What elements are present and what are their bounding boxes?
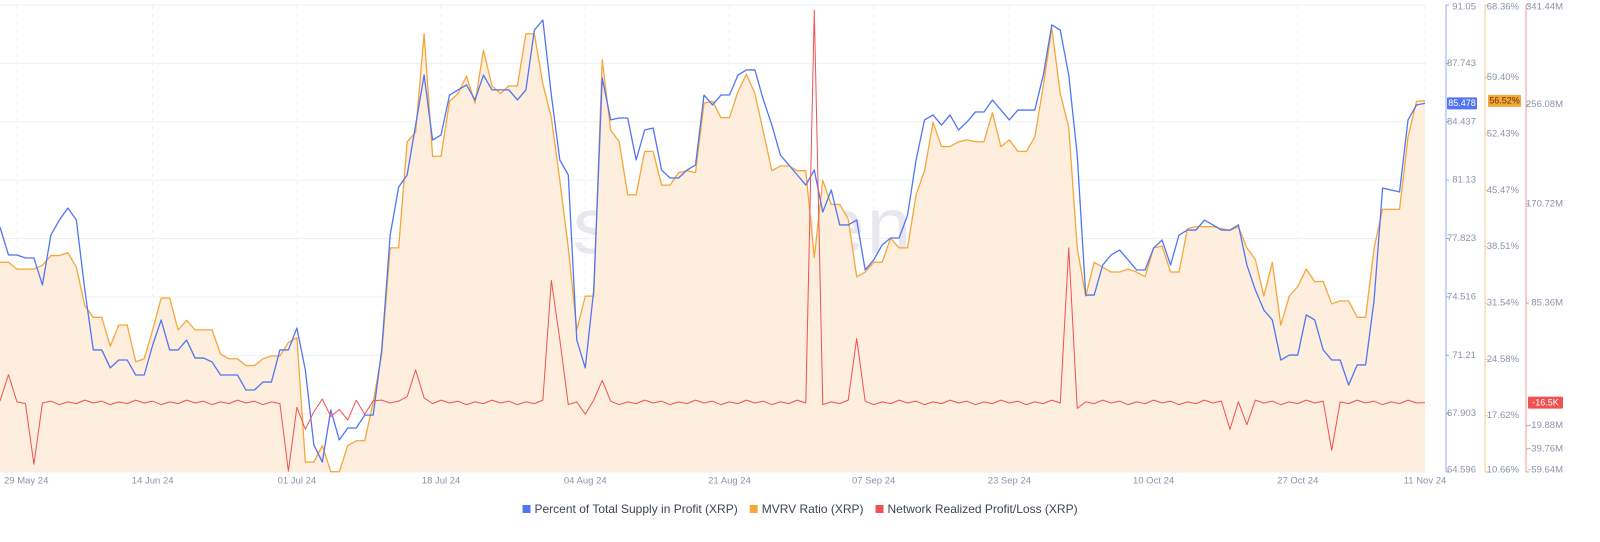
y-tick-label: 38.51% (1487, 241, 1520, 252)
value-badge-label: 85.478 (1448, 98, 1476, 108)
y-tick-label: 85.36M (1531, 298, 1563, 309)
x-tick-label: 04 Aug 24 (564, 476, 607, 487)
y-tick-label: 67.903 (1447, 408, 1476, 419)
value-badge-label: -16.5K (1532, 397, 1559, 407)
x-tick-label: 01 Jul 24 (278, 476, 317, 487)
series-line (0, 9, 1426, 472)
value-badge (1447, 97, 1477, 110)
value-badge-label: 56.52% (1489, 96, 1520, 106)
y-tick-label: 17.62% (1487, 410, 1520, 421)
legend-label: Percent of Total Supply in Profit (XRP) (535, 502, 738, 516)
y-tick-label: 31.54% (1487, 298, 1520, 309)
legend: Percent of Total Supply in Profit (XRP) M… (522, 502, 1078, 516)
y-tick-label: 87.743 (1447, 58, 1476, 69)
y-tick-label: 68.36% (1487, 2, 1520, 13)
legend-swatch (875, 505, 884, 513)
y-tick-label: 81.13 (1452, 175, 1476, 186)
y-tick-label: 64.596 (1447, 465, 1476, 476)
legend-label: MVRV Ratio (XRP) (762, 502, 864, 516)
y-tick-label: 52.43% (1487, 128, 1520, 139)
x-tick-label: 21 Aug 24 (708, 476, 751, 487)
y-tick-label: 91.05 (1452, 2, 1476, 13)
y-tick-label: 77.823 (1447, 233, 1476, 244)
area (0, 27, 1425, 473)
value-badge (1488, 94, 1521, 107)
x-tick-label: 10 Oct 24 (1133, 476, 1174, 487)
x-tick-label: 29 May 24 (4, 476, 48, 487)
y-tick-label: 170.72M (1526, 198, 1563, 209)
x-tick-label: 23 Sep 24 (988, 476, 1031, 487)
y-tick-label: -39.76M (1528, 443, 1563, 454)
x-tick-label: 14 Jun 24 (132, 476, 174, 487)
x-tick-label: 27 Oct 24 (1277, 476, 1318, 487)
y-tick-label: 341.44M (1526, 2, 1563, 13)
series-line (0, 19, 1426, 463)
series-line (0, 27, 1426, 473)
y-tick-label: 74.516 (1447, 291, 1476, 302)
legend-label: Network Realized Profit/Loss (XRP) (888, 502, 1078, 516)
y-tick-label: 84.437 (1447, 116, 1476, 127)
y-tick-label: 10.66% (1487, 465, 1520, 476)
x-tick-label: 18 Jul 24 (422, 476, 461, 487)
y-tick-label: 256.08M (1526, 99, 1563, 110)
y-tick-label: 59.40% (1487, 72, 1520, 83)
y-tick-label: 24.58% (1487, 354, 1520, 365)
legend-swatch (749, 505, 758, 513)
y-tick-label: -59.64M (1528, 465, 1563, 476)
y-tick-label: 71.21 (1452, 350, 1476, 361)
y-tick-label: 45.47% (1487, 185, 1520, 196)
x-tick-label: 07 Sep 24 (852, 476, 895, 487)
y-tick-label: -19.88M (1528, 420, 1563, 431)
x-tick-label: 11 Nov 24 (1404, 476, 1447, 487)
legend-swatch (522, 505, 531, 513)
value-badge (1528, 396, 1563, 409)
